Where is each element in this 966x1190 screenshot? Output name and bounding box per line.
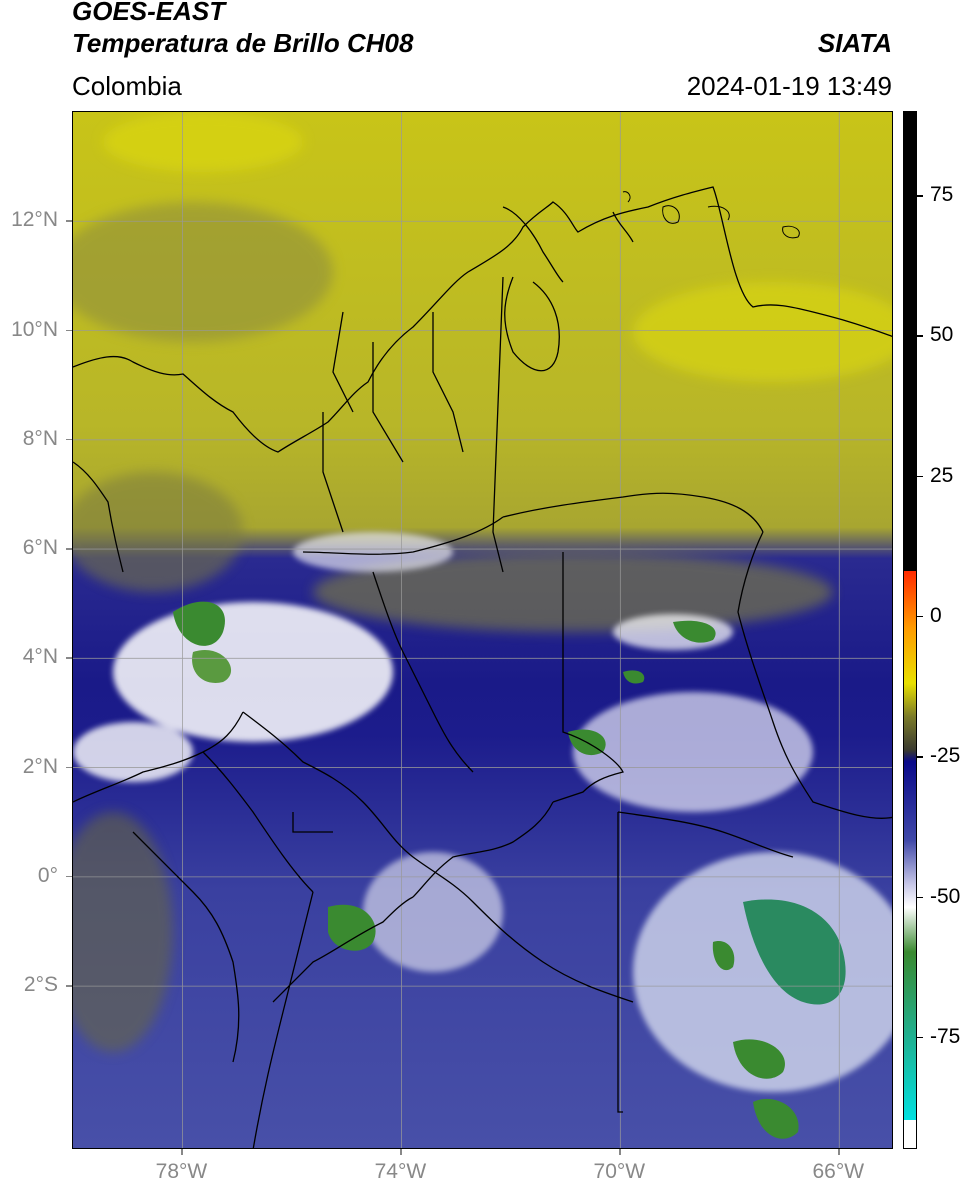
colorbar-tick — [917, 896, 923, 898]
latitude-tick — [66, 548, 72, 550]
grid-lines — [73, 112, 892, 1148]
map-canvas — [73, 112, 892, 1148]
colorbar-tick — [917, 335, 923, 337]
colorbar-tick — [917, 615, 923, 618]
product-title: GOES-EAST — [72, 0, 226, 26]
latitude-tick-label: 6°N — [22, 536, 58, 560]
latitude-tick — [66, 875, 72, 878]
organization-label: SIATA — [817, 28, 892, 58]
longitude-tick-label: 74°W — [374, 1160, 427, 1183]
latitude-tick — [66, 329, 72, 332]
channel-title: Temperatura de Brillo CH08 — [72, 28, 414, 58]
colorbar-tick-label: -50 — [930, 884, 961, 908]
latitude-tick-label: 4°N — [22, 645, 58, 669]
longitude-tick-label: 78°W — [155, 1160, 208, 1183]
region-label: Colombia — [72, 71, 182, 101]
latitude-tick — [66, 220, 72, 222]
latitude-tick — [66, 438, 72, 441]
longitude-tick — [400, 1149, 402, 1155]
longitude-tick — [619, 1149, 621, 1155]
latitude-tick-label: 0° — [37, 863, 58, 887]
colorbar-tick-label: 75 — [930, 183, 954, 207]
colorbar-tick-label: 0 — [930, 603, 942, 627]
colorbar-tick-label: 50 — [930, 323, 954, 347]
colorbar-tick-label: -75 — [930, 1024, 961, 1048]
dry-air-region — [73, 112, 892, 1052]
longitude-tick-label: 70°W — [593, 1160, 646, 1183]
latitude-tick-label: 10°N — [11, 317, 58, 341]
colorbar-tick-label: 25 — [930, 463, 954, 487]
longitude-tick-label: 66°W — [812, 1160, 865, 1183]
latitude-tick-label: 8°N — [22, 426, 58, 450]
satellite-map[interactable] — [72, 111, 893, 1149]
colorbar-tick — [917, 1036, 923, 1039]
latitude-tick-label: 12°N — [11, 208, 58, 232]
latitude-tick — [66, 985, 72, 987]
latitude-tick-label: 2°S — [23, 973, 58, 997]
longitude-tick — [181, 1149, 183, 1155]
colorbar — [903, 111, 917, 1149]
colorbar-tick — [917, 756, 923, 758]
longitude-tick — [838, 1149, 840, 1155]
islands — [622, 191, 800, 239]
latitude-tick-label: 2°N — [22, 754, 58, 778]
latitude-tick — [66, 657, 72, 659]
latitude-tick — [66, 766, 72, 769]
coastlines-and-borders — [73, 186, 892, 1148]
colorbar-tick — [917, 195, 923, 197]
timestamp-label: 2024-01-19 13:49 — [686, 71, 892, 101]
colorbar-tick — [917, 475, 923, 478]
colorbar-tick-label: -25 — [930, 744, 961, 768]
cold-cloud-cores — [173, 601, 846, 1139]
